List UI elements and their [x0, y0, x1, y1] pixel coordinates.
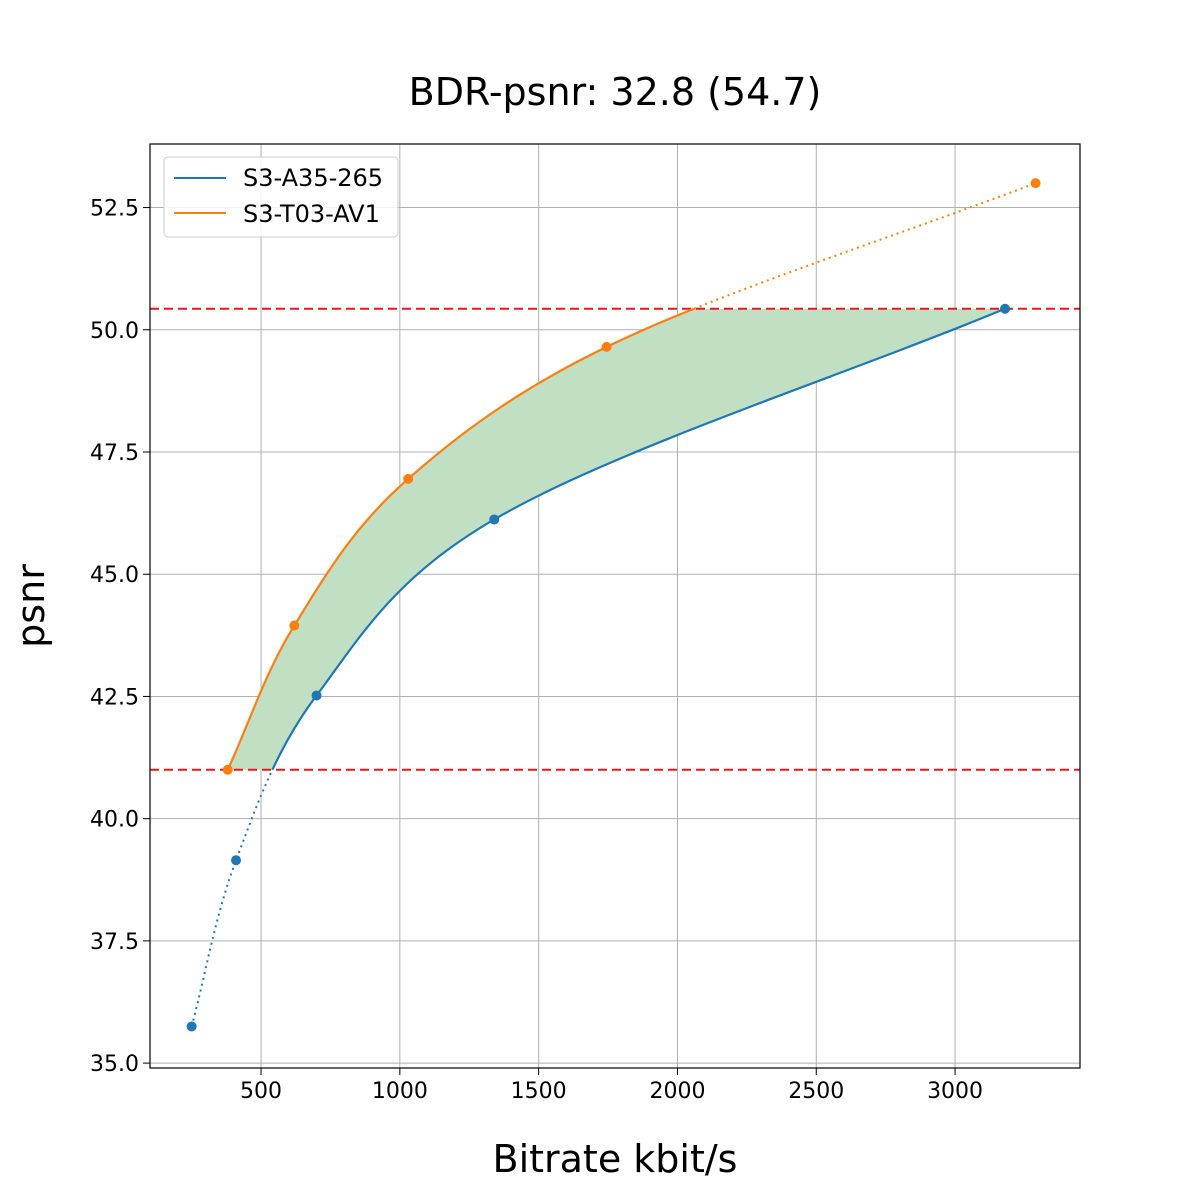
data-point-s3-a35-265	[311, 690, 322, 701]
x-tick-label: 3000	[927, 1079, 983, 1104]
y-tick-label: 37.5	[90, 930, 139, 955]
data-points	[186, 178, 1041, 1032]
legend-label-s3-t03-av1: S3-T03-AV1	[243, 200, 380, 228]
series-line-s3-t03-av1	[226, 307, 695, 771]
data-point-s3-a35-265	[1000, 303, 1011, 314]
y-tick-label: 45.0	[90, 563, 139, 588]
y-tick-label: 42.5	[90, 685, 139, 710]
reference-lines	[150, 307, 1080, 771]
y-tick-label: 50.0	[90, 319, 139, 344]
y-tick-label: 47.5	[90, 441, 139, 466]
x-tick-label: 2000	[649, 1079, 705, 1104]
y-tick-label: 52.5	[90, 197, 139, 222]
overlap-area	[227, 308, 1006, 770]
y-tick-label: 35.0	[90, 1052, 139, 1077]
x-tick-label: 1000	[372, 1079, 428, 1104]
x-tick-label: 2500	[788, 1079, 844, 1104]
plot-frame	[149, 143, 1081, 1069]
x-axis-label: Bitrate kbit/s	[493, 1137, 738, 1181]
bdr-overlap-fill	[227, 308, 1006, 770]
data-point-s3-t03-av1	[601, 341, 612, 352]
y-axis-ticks: 35.0 37.5 40.0 42.5 45.0 47.5 50.0 52.5	[90, 197, 150, 1077]
data-point-s3-a35-265	[489, 514, 500, 525]
chart-title: BDR-psnr: 32.8 (54.7)	[409, 70, 822, 114]
x-axis-ticks: 500 1000 1500 2000 2500 3000	[240, 1068, 983, 1104]
data-point-s3-a35-265	[231, 855, 242, 866]
grid	[150, 144, 1080, 1068]
x-tick-label: 500	[240, 1079, 282, 1104]
data-point-s3-t03-av1	[1030, 178, 1041, 189]
data-point-s3-t03-av1	[222, 764, 233, 775]
y-tick-label: 40.0	[90, 808, 139, 833]
legend: S3-A35-265 S3-T03-AV1	[163, 156, 399, 238]
data-point-s3-t03-av1	[403, 473, 414, 484]
series-dotted-s3-a35-265	[190, 769, 274, 1027]
y-axis-label: psnr	[9, 564, 53, 648]
x-tick-label: 1500	[511, 1079, 567, 1104]
data-point-s3-a35-265	[186, 1021, 197, 1032]
data-point-s3-t03-av1	[289, 620, 300, 631]
series-dotted-s3-t03-av1	[693, 182, 1036, 310]
legend-label-s3-a35-265: S3-A35-265	[243, 164, 383, 192]
